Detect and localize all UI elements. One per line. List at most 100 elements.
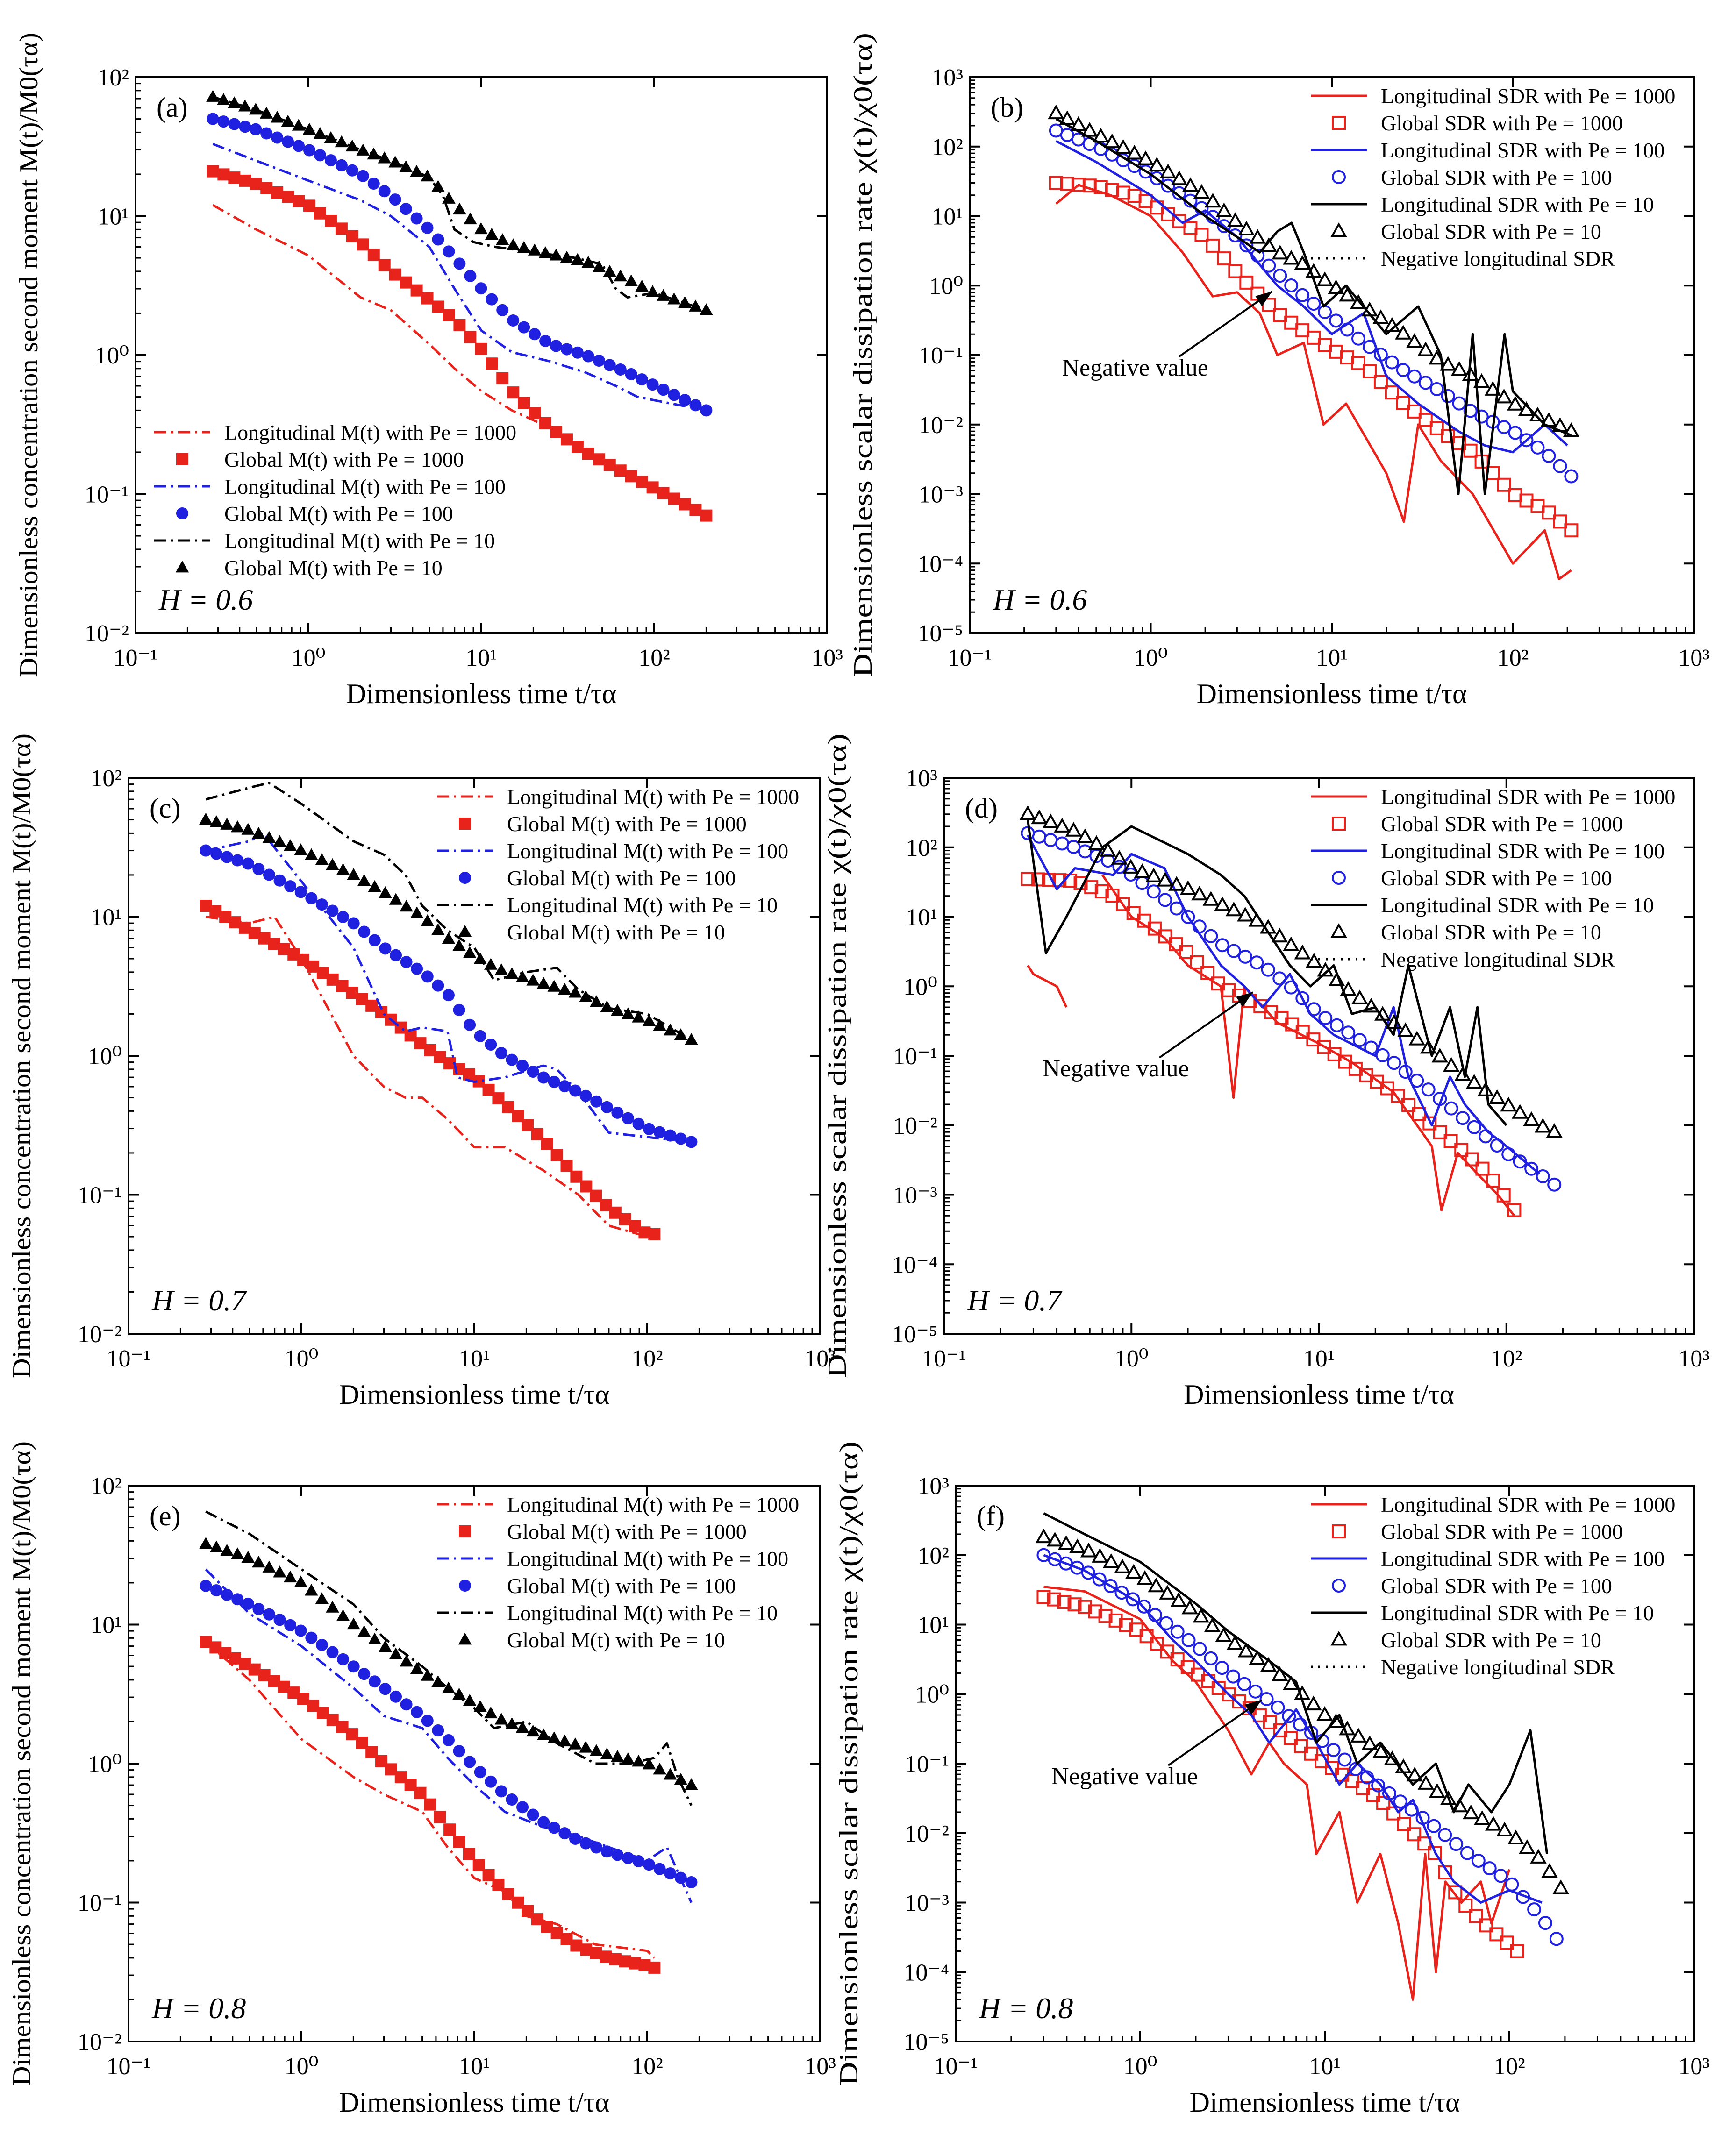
data-point bbox=[1200, 966, 1215, 980]
data-point bbox=[1082, 178, 1097, 193]
data-point bbox=[1406, 333, 1423, 348]
data-point bbox=[297, 953, 310, 966]
y-tick-label: 10⁻³ bbox=[905, 1890, 949, 1917]
data-point bbox=[558, 1080, 571, 1093]
data-point bbox=[1448, 1885, 1463, 1900]
data-point bbox=[590, 1841, 603, 1854]
data-point bbox=[653, 1018, 666, 1031]
data-point bbox=[421, 169, 434, 182]
x-tick-label: 10¹ bbox=[465, 645, 497, 671]
data-point bbox=[1239, 275, 1254, 290]
data-point bbox=[700, 509, 713, 522]
data-point bbox=[1359, 1068, 1373, 1082]
data-point bbox=[494, 963, 508, 975]
data-point bbox=[284, 1619, 297, 1631]
data-point bbox=[1126, 906, 1141, 920]
x-tick-label: 10¹ bbox=[1309, 2053, 1341, 2080]
x-tick-label: 10⁰ bbox=[1114, 1345, 1149, 1372]
h-value-label: H = 0.6 bbox=[158, 583, 253, 616]
data-point bbox=[1348, 1061, 1363, 1076]
y-tick-label: 10² bbox=[90, 765, 122, 792]
h-value-label: H = 0.7 bbox=[967, 1284, 1063, 1317]
data-point bbox=[1105, 183, 1119, 197]
data-point bbox=[603, 265, 617, 277]
data-point bbox=[1294, 255, 1311, 270]
data-point bbox=[1148, 157, 1165, 172]
data-point bbox=[629, 1957, 641, 1970]
h-value-label: H = 0.7 bbox=[151, 1284, 247, 1317]
data-point bbox=[1467, 1120, 1481, 1134]
y-tick-label: 10¹ bbox=[906, 904, 937, 931]
panel-label: (a) bbox=[157, 92, 188, 123]
data-point bbox=[1540, 412, 1557, 427]
data-point bbox=[667, 292, 681, 305]
data-point bbox=[1380, 1081, 1394, 1096]
legend-label: Global SDR with Pe = 1000 bbox=[1381, 111, 1623, 135]
data-point bbox=[636, 476, 648, 488]
legend-label: Longitudinal SDR with Pe = 10 bbox=[1381, 1601, 1654, 1625]
data-point bbox=[432, 979, 444, 992]
legend-label: Global M(t) with Pe = 100 bbox=[507, 866, 736, 890]
data-point bbox=[642, 1758, 656, 1770]
data-point bbox=[495, 1047, 507, 1060]
data-point bbox=[590, 1095, 603, 1108]
data-point bbox=[1204, 929, 1218, 943]
data-point bbox=[1093, 180, 1108, 194]
data-point bbox=[527, 1065, 539, 1078]
data-point bbox=[260, 127, 273, 140]
data-point bbox=[486, 357, 498, 370]
legend-label: Negative longitudinal SDR bbox=[1381, 1655, 1615, 1679]
legend-label: Longitudinal M(t) with Pe = 10 bbox=[224, 529, 495, 553]
data-point bbox=[603, 359, 616, 371]
data-point bbox=[1181, 910, 1195, 924]
data-point bbox=[643, 1858, 656, 1871]
data-point bbox=[228, 96, 241, 108]
data-point bbox=[611, 1750, 624, 1762]
legend-label: Global M(t) with Pe = 10 bbox=[507, 920, 725, 944]
data-point bbox=[1482, 1861, 1497, 1876]
data-point bbox=[1126, 145, 1143, 160]
data-point bbox=[579, 1089, 592, 1102]
data-point bbox=[281, 114, 295, 127]
data-point bbox=[653, 1763, 666, 1775]
data-point bbox=[593, 453, 605, 466]
data-point bbox=[599, 1950, 612, 1963]
data-point bbox=[463, 946, 477, 958]
legend-label: Longitudinal M(t) with Pe = 100 bbox=[507, 839, 788, 863]
data-point bbox=[410, 906, 424, 918]
legend-marker bbox=[176, 453, 188, 465]
data-point bbox=[421, 914, 435, 926]
legend-marker bbox=[459, 818, 471, 830]
data-point bbox=[1070, 116, 1087, 131]
data-point bbox=[1507, 396, 1524, 411]
data-point bbox=[678, 296, 692, 308]
data-point bbox=[1316, 271, 1333, 286]
data-point bbox=[1384, 1750, 1400, 1765]
data-point bbox=[653, 1863, 666, 1875]
legend-label: Longitudinal SDR with Pe = 100 bbox=[1381, 839, 1665, 863]
data-point bbox=[657, 289, 670, 301]
data-point bbox=[1065, 822, 1082, 837]
legend-marker bbox=[1332, 1524, 1346, 1538]
legend-label: Global M(t) with Pe = 1000 bbox=[224, 448, 464, 471]
data-point bbox=[529, 328, 541, 341]
data-point bbox=[347, 1660, 360, 1673]
data-point bbox=[1293, 1717, 1307, 1732]
data-point bbox=[1181, 1599, 1198, 1615]
data-point bbox=[1294, 945, 1311, 960]
data-point bbox=[1193, 184, 1210, 199]
data-point bbox=[539, 334, 552, 347]
data-point bbox=[1271, 1666, 1288, 1681]
data-point bbox=[589, 995, 603, 1007]
y-tick-label: 10⁻¹ bbox=[78, 1182, 122, 1209]
data-point bbox=[558, 982, 572, 995]
legend-label: Global SDR with Pe = 100 bbox=[1381, 866, 1612, 890]
data-point bbox=[560, 433, 573, 446]
data-point bbox=[200, 1636, 212, 1648]
data-point bbox=[579, 990, 593, 1002]
data-point bbox=[1443, 1057, 1460, 1072]
y-tick-label: 10⁻² bbox=[78, 1321, 122, 1348]
data-point bbox=[336, 863, 350, 875]
data-point bbox=[1364, 1040, 1379, 1055]
y-tick-label: 10¹ bbox=[90, 1612, 122, 1639]
